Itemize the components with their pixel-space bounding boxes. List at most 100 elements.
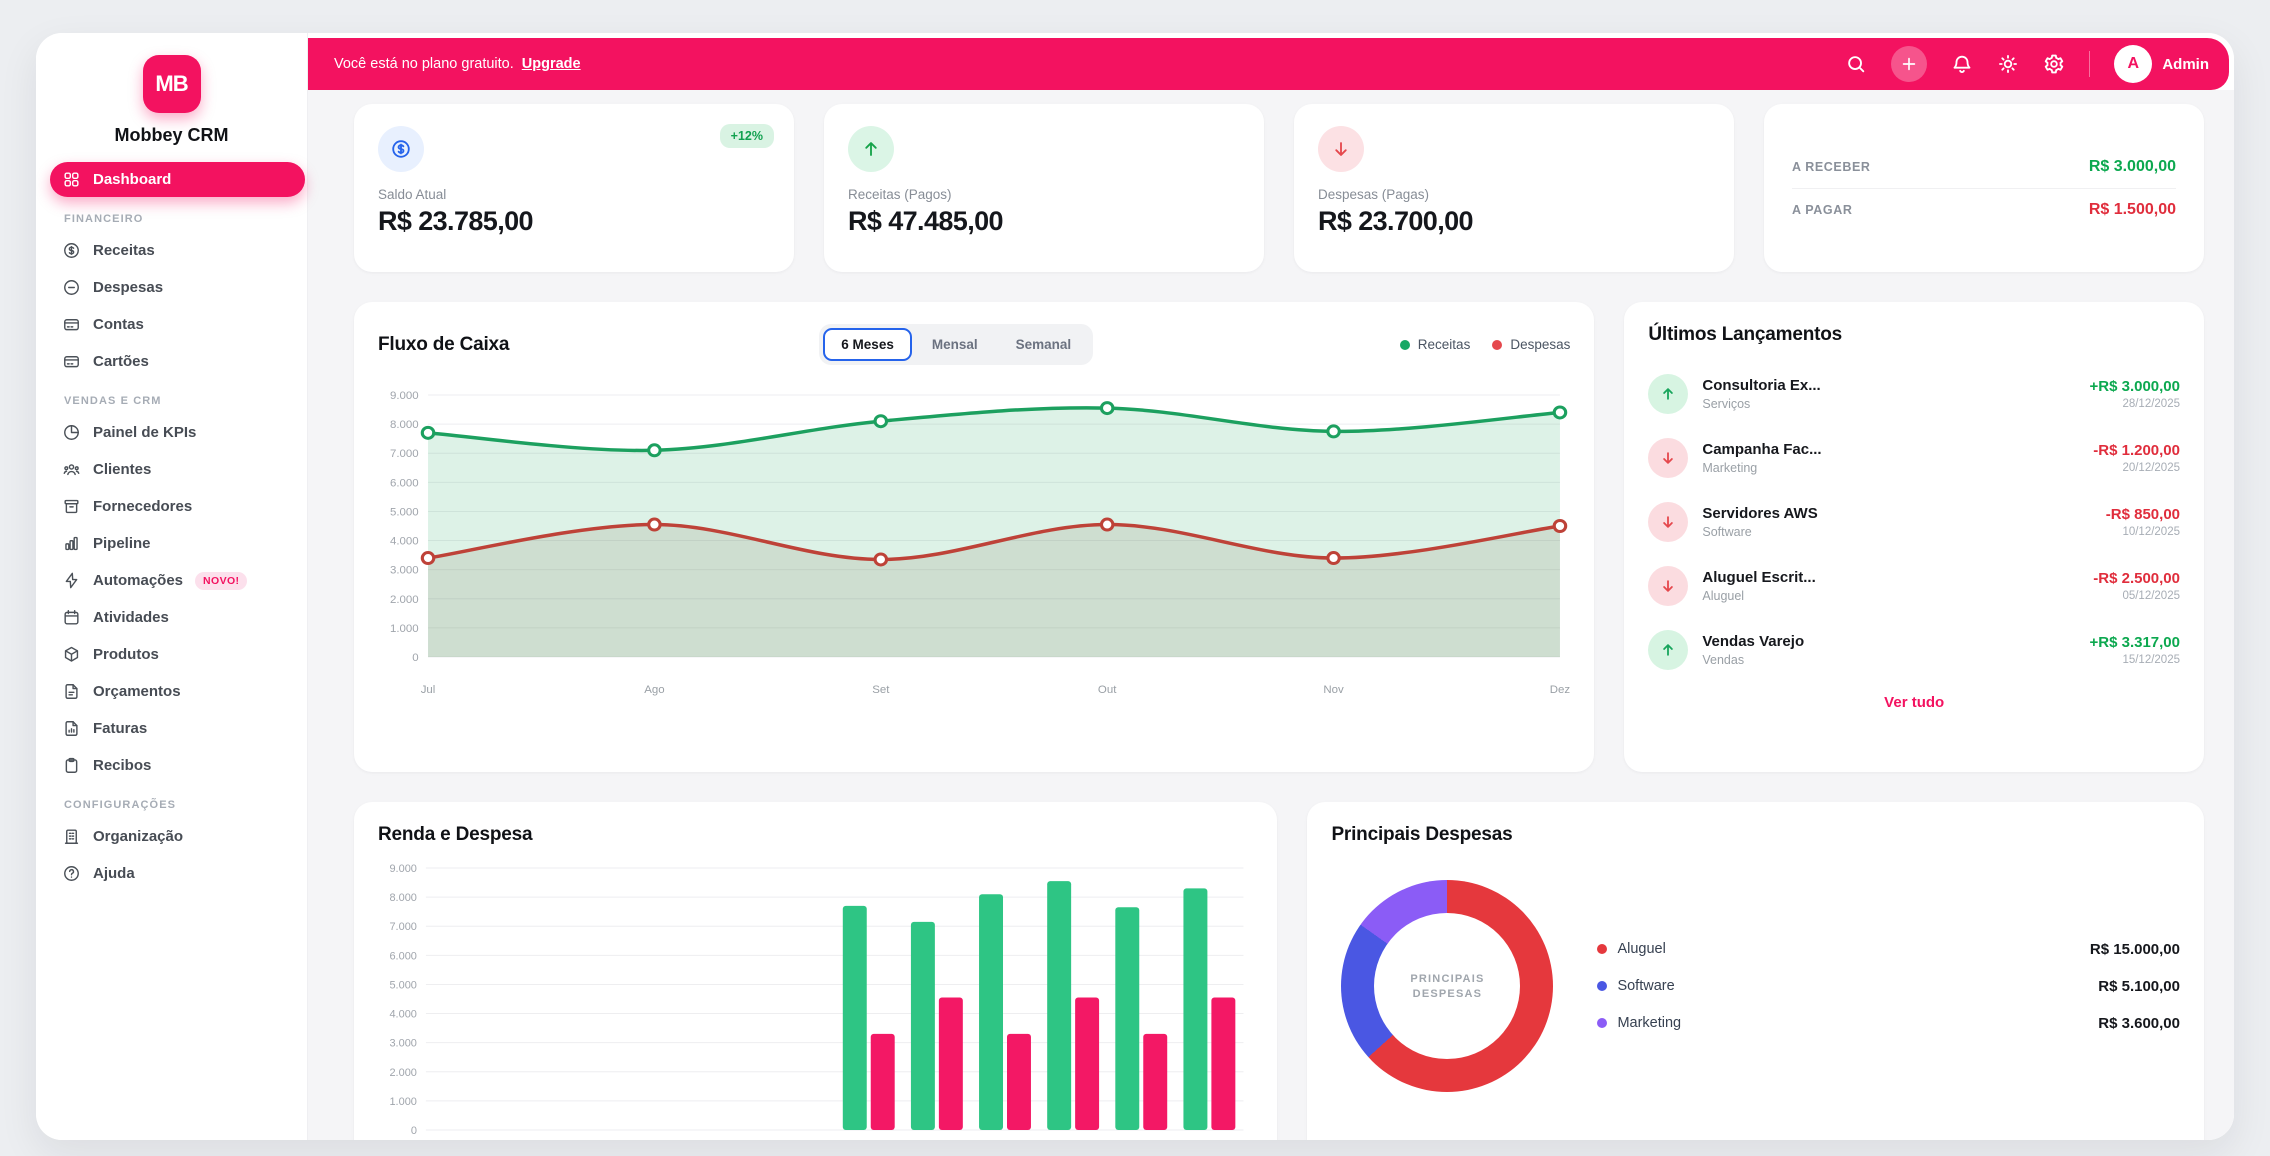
sidebar-item-cartoes[interactable]: Cartões [50,344,301,379]
kpi-row: +12% Saldo Atual R$ 23.785,00 Receitas (Pag… [354,104,2204,272]
svg-text:Ago: Ago [644,684,664,696]
theme-toggle-icon[interactable] [1997,53,2019,75]
expense-legend-value: R$ 5.100,00 [2098,977,2180,995]
help-icon [64,866,79,881]
file-chart-icon [65,721,78,736]
clipboard-icon [65,757,78,773]
svg-text:7.000: 7.000 [390,448,419,460]
sidebar-item-painel-de-kpis[interactable]: Painel de KPIs [50,415,301,450]
minus-circle-icon [64,280,79,295]
transaction-row-aluguel-escrit[interactable]: Aluguel Escrit... Aluguel -R$ 2.500,00 05/1… [1648,554,2180,618]
income-expense-card: Renda e Despesa 0 1.000 2.000 3.000 4.000 5.0… [354,802,1278,1140]
cashflow-title: Fluxo de Caixa [378,333,510,355]
kpi-card-saldo-atual: +12% Saldo Atual R$ 23.785,00 [354,104,794,272]
sidebar-item-dashboard[interactable]: Dashboard [50,162,305,197]
expense-legend-label: Aluguel [1617,941,1666,957]
legend-dot [1597,1018,1608,1028]
new-badge: NOVO! [195,571,248,590]
sidebar-item-label: Orçamentos [93,683,181,700]
sidebar-item-atividades[interactable]: Atividades [50,600,301,635]
sidebar-item-orcamentos[interactable]: Orçamentos [50,674,301,709]
receivable-value: R$ 3.000,00 [2088,157,2176,175]
sidebar-item-contas[interactable]: Contas [50,307,301,342]
transactions-list: Consultoria Ex... Serviços +R$ 3.000,00 28/… [1648,362,2180,682]
settings-icon[interactable] [2043,53,2065,75]
expense-legend-row-aluguel: Aluguel R$ 15.000,00 [1597,941,2180,958]
transaction-row-campanha-fac[interactable]: Campanha Fac... Marketing -R$ 1.200,00 20/1… [1648,426,2180,490]
tab-mensal[interactable]: Mensal [931,337,978,352]
kpi-trend-badge: +12% [719,124,774,148]
svg-text:9.000: 9.000 [390,390,419,402]
cashflow-tabs: 6 Meses Mensal Semanal [819,324,1094,365]
svg-text:3.000: 3.000 [389,1038,416,1050]
user-menu[interactable]: A Admin [2114,45,2209,83]
transaction-amount: -R$ 2.500,00 [2093,570,2180,587]
transaction-name: Aluguel Escrit... [1702,569,1816,586]
topbar: Você está no plano gratuito. Upgrade A A… [308,38,2229,90]
kpi-card-despesas-pagas: Despesas (Pagas) R$ 23.700,00 [1294,104,1734,272]
cashflow-card: Fluxo de Caixa 6 Meses Mensal Semanal Rece… [354,302,1595,772]
sidebar-item-receitas[interactable]: Receitas [50,233,301,268]
transaction-direction-icon [1648,438,1689,478]
transaction-name: Campanha Fac... [1702,441,1822,458]
avatar: A [2114,45,2153,83]
income-expense-title: Renda e Despesa [378,824,533,845]
plus-icon [1903,57,1916,71]
transaction-amount: -R$ 850,00 [2105,506,2180,523]
payable-value: R$ 1.500,00 [2088,200,2176,218]
svg-text:Dez: Dez [1550,684,1571,696]
notifications-icon[interactable] [1951,53,1973,75]
transaction-row-vendas-varejo[interactable]: Vendas Varejo Vendas +R$ 3.317,00 15/12/202… [1648,618,2180,682]
app-title: Mobbey CRM [114,125,229,145]
transaction-amount: -R$ 1.200,00 [2093,442,2180,459]
transactions-card: Últimos Lançamentos Consultoria Ex... Ser… [1624,302,2204,772]
view-all-link[interactable]: Ver tudo [1884,694,1945,711]
legend-dot [1399,339,1410,350]
legend-dot [1597,981,1608,991]
transaction-name: Vendas Varejo [1702,633,1805,650]
transaction-date: 05/12/2025 [2122,590,2180,602]
transactions-title: Últimos Lançamentos [1648,324,1843,345]
sidebar-item-clientes[interactable]: Clientes [50,452,301,487]
plan-banner: Você está no plano gratuito. Upgrade [334,56,581,72]
sidebar-item-ajuda[interactable]: Ajuda [50,856,301,891]
sidebar-item-recibos[interactable]: Recibos [50,748,301,783]
tab-semanal[interactable]: Semanal [1015,337,1072,352]
transaction-date: 20/12/2025 [2122,462,2180,474]
cashflow-svg: 0 1.000 2.000 3.000 4.000 5.000 6.000 7.000 8.00… [390,390,1571,696]
user-name: Admin [2162,55,2209,73]
sidebar-item-label: Recibos [93,757,152,774]
sidebar-item-automacoes[interactable]: Automações NOVO! [50,563,301,598]
top-expenses-title: Principais Despesas [1331,824,1513,845]
transaction-row-consultoria-ex[interactable]: Consultoria Ex... Serviços +R$ 3.000,00 28/… [1648,362,2180,426]
sidebar-item-label: Produtos [93,646,159,663]
top-expenses-card: Principais Despesas PRINCIPAIS DESPESAS … [1307,802,2204,1140]
sidebar-item-faturas[interactable]: Faturas [50,711,301,746]
users-icon [63,464,80,476]
main-content: +12% Saldo Atual R$ 23.785,00 Receitas (Pag… [308,90,2234,1140]
svg-text:6.000: 6.000 [390,478,419,490]
kpi-label: Receitas (Pagos) [848,187,952,202]
sidebar-item-fornecedores[interactable]: Fornecedores [50,489,301,524]
cube-icon [64,646,79,662]
transaction-row-servidores-aws[interactable]: Servidores AWS Software -R$ 850,00 10/12/20… [1648,490,2180,554]
card-icon [64,319,79,331]
quick-add-button[interactable] [1891,46,1928,82]
sidebar-item-pipeline[interactable]: Pipeline [50,526,301,561]
upgrade-link[interactable]: Upgrade [521,56,581,72]
sidebar-item-produtos[interactable]: Produtos [50,637,301,672]
dollar-icon [392,140,410,158]
income-expense-svg: 0 1.000 2.000 3.000 4.000 5.000 6.000 7.000 8.00… [389,863,1244,1136]
tab-6-meses[interactable]: 6 Meses [823,328,912,361]
receivable-payable-card: A RECEBER R$ 3.000,00 A PAGAR R$ 1.500,0… [1764,104,2204,272]
kpi-label: Despesas (Pagas) [1318,187,1430,202]
transaction-date: 15/12/2025 [2122,654,2180,666]
dollar-icon [64,243,79,258]
search-icon[interactable] [1845,53,1867,75]
sidebar-item-despesas[interactable]: Despesas [50,270,301,305]
arrow-down-icon [1335,142,1347,156]
transaction-amount: +R$ 3.317,00 [2089,634,2181,651]
kpi-value: R$ 47.485,00 [848,206,1004,236]
sidebar-item-organizacao[interactable]: Organização [50,819,301,854]
sidebar-item-label: Painel de KPIs [93,424,197,441]
